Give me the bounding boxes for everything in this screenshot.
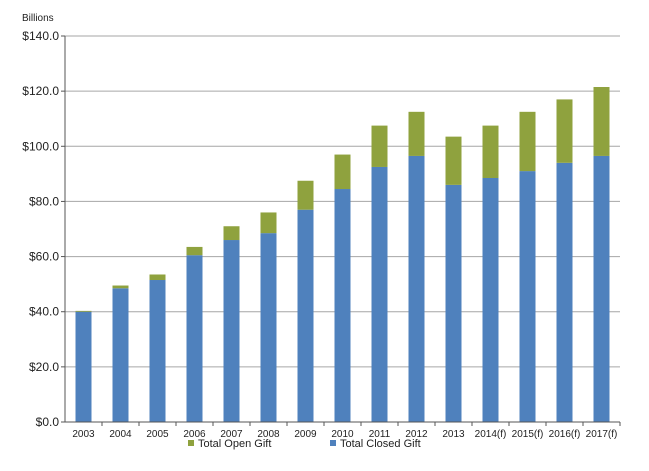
bar-open-gift bbox=[149, 274, 166, 281]
x-tick-label: 2016(f) bbox=[549, 429, 581, 440]
legend: Total Open Gift Total Closed Gift bbox=[188, 438, 421, 450]
bar-closed-gift bbox=[186, 255, 203, 422]
x-tick-label: 2013 bbox=[442, 429, 465, 440]
y-unit-label: Billions bbox=[22, 13, 54, 24]
x-tick-label: 2014(f) bbox=[475, 429, 507, 440]
bar-closed-gift bbox=[149, 280, 166, 422]
bar-closed-gift bbox=[75, 311, 92, 422]
bar-closed-gift bbox=[519, 171, 536, 422]
y-tick-label: $120.0 bbox=[22, 84, 59, 98]
bar-open-gift bbox=[334, 154, 351, 190]
bars bbox=[75, 87, 610, 423]
bar-closed-gift bbox=[112, 288, 129, 422]
y-tick-label: $20.0 bbox=[29, 360, 59, 374]
bar-open-gift bbox=[519, 111, 536, 172]
legend-swatch bbox=[330, 440, 336, 446]
bar-closed-gift bbox=[556, 162, 573, 423]
y-tick-label: $80.0 bbox=[29, 194, 59, 208]
y-tick-label: $140.0 bbox=[22, 29, 59, 43]
x-tick-label: 2010 bbox=[331, 429, 354, 440]
bar-open-gift bbox=[593, 87, 610, 156]
bar-open-gift bbox=[445, 136, 462, 185]
bar-closed-gift bbox=[371, 166, 388, 422]
y-tick-label: $40.0 bbox=[29, 305, 59, 319]
bar-open-gift bbox=[556, 99, 573, 163]
x-tick-label: 2009 bbox=[294, 429, 317, 440]
bar-closed-gift bbox=[445, 184, 462, 422]
x-tick-label: 2003 bbox=[72, 429, 95, 440]
legend-label: Total Closed Gift bbox=[340, 438, 421, 450]
x-tick-label: 2017(f) bbox=[586, 429, 618, 440]
x-tick-label: 2011 bbox=[369, 429, 391, 440]
bar-closed-gift bbox=[593, 155, 610, 422]
bar-open-gift bbox=[223, 226, 240, 241]
x-tick-label: 2007 bbox=[220, 429, 243, 440]
x-tick-label: 2005 bbox=[146, 429, 169, 440]
y-tick-label: $100.0 bbox=[22, 139, 59, 153]
x-tick-labels: 2003 2004 2005 2006 2007 2008 2009 2010 2011 2012… bbox=[72, 422, 621, 440]
x-tick-label: 2015(f) bbox=[512, 429, 544, 440]
bar-open-gift bbox=[482, 125, 499, 178]
bar-open-gift bbox=[297, 180, 314, 210]
y-tick-label: $60.0 bbox=[29, 250, 59, 264]
bar-closed-gift bbox=[260, 233, 277, 422]
legend-swatch bbox=[188, 440, 194, 446]
axes bbox=[64, 36, 620, 423]
bar-open-gift bbox=[260, 212, 277, 234]
bar-closed-gift bbox=[482, 177, 499, 422]
bar-closed-gift bbox=[408, 155, 425, 422]
x-tick-label: 2004 bbox=[109, 429, 132, 440]
bar-open-gift bbox=[371, 125, 388, 167]
bar-closed-gift bbox=[223, 240, 240, 422]
y-tick-labels: $0.0 $20.0 $40.0 $60.0 $80.0 $100.0 $120.0 $140… bbox=[22, 29, 65, 429]
bar-open-gift bbox=[75, 310, 92, 312]
x-tick-label: 2012 bbox=[405, 429, 428, 440]
y-tick-label: $0.0 bbox=[36, 415, 60, 429]
bar-open-gift bbox=[186, 246, 203, 256]
bar-open-gift bbox=[408, 111, 425, 156]
bar-closed-gift bbox=[297, 209, 314, 422]
x-tick-label: 2008 bbox=[257, 429, 280, 440]
x-tick-label: 2006 bbox=[183, 429, 206, 440]
bar-closed-gift bbox=[334, 189, 351, 422]
legend-label: Total Open Gift bbox=[198, 438, 271, 450]
bar-open-gift bbox=[112, 285, 129, 289]
